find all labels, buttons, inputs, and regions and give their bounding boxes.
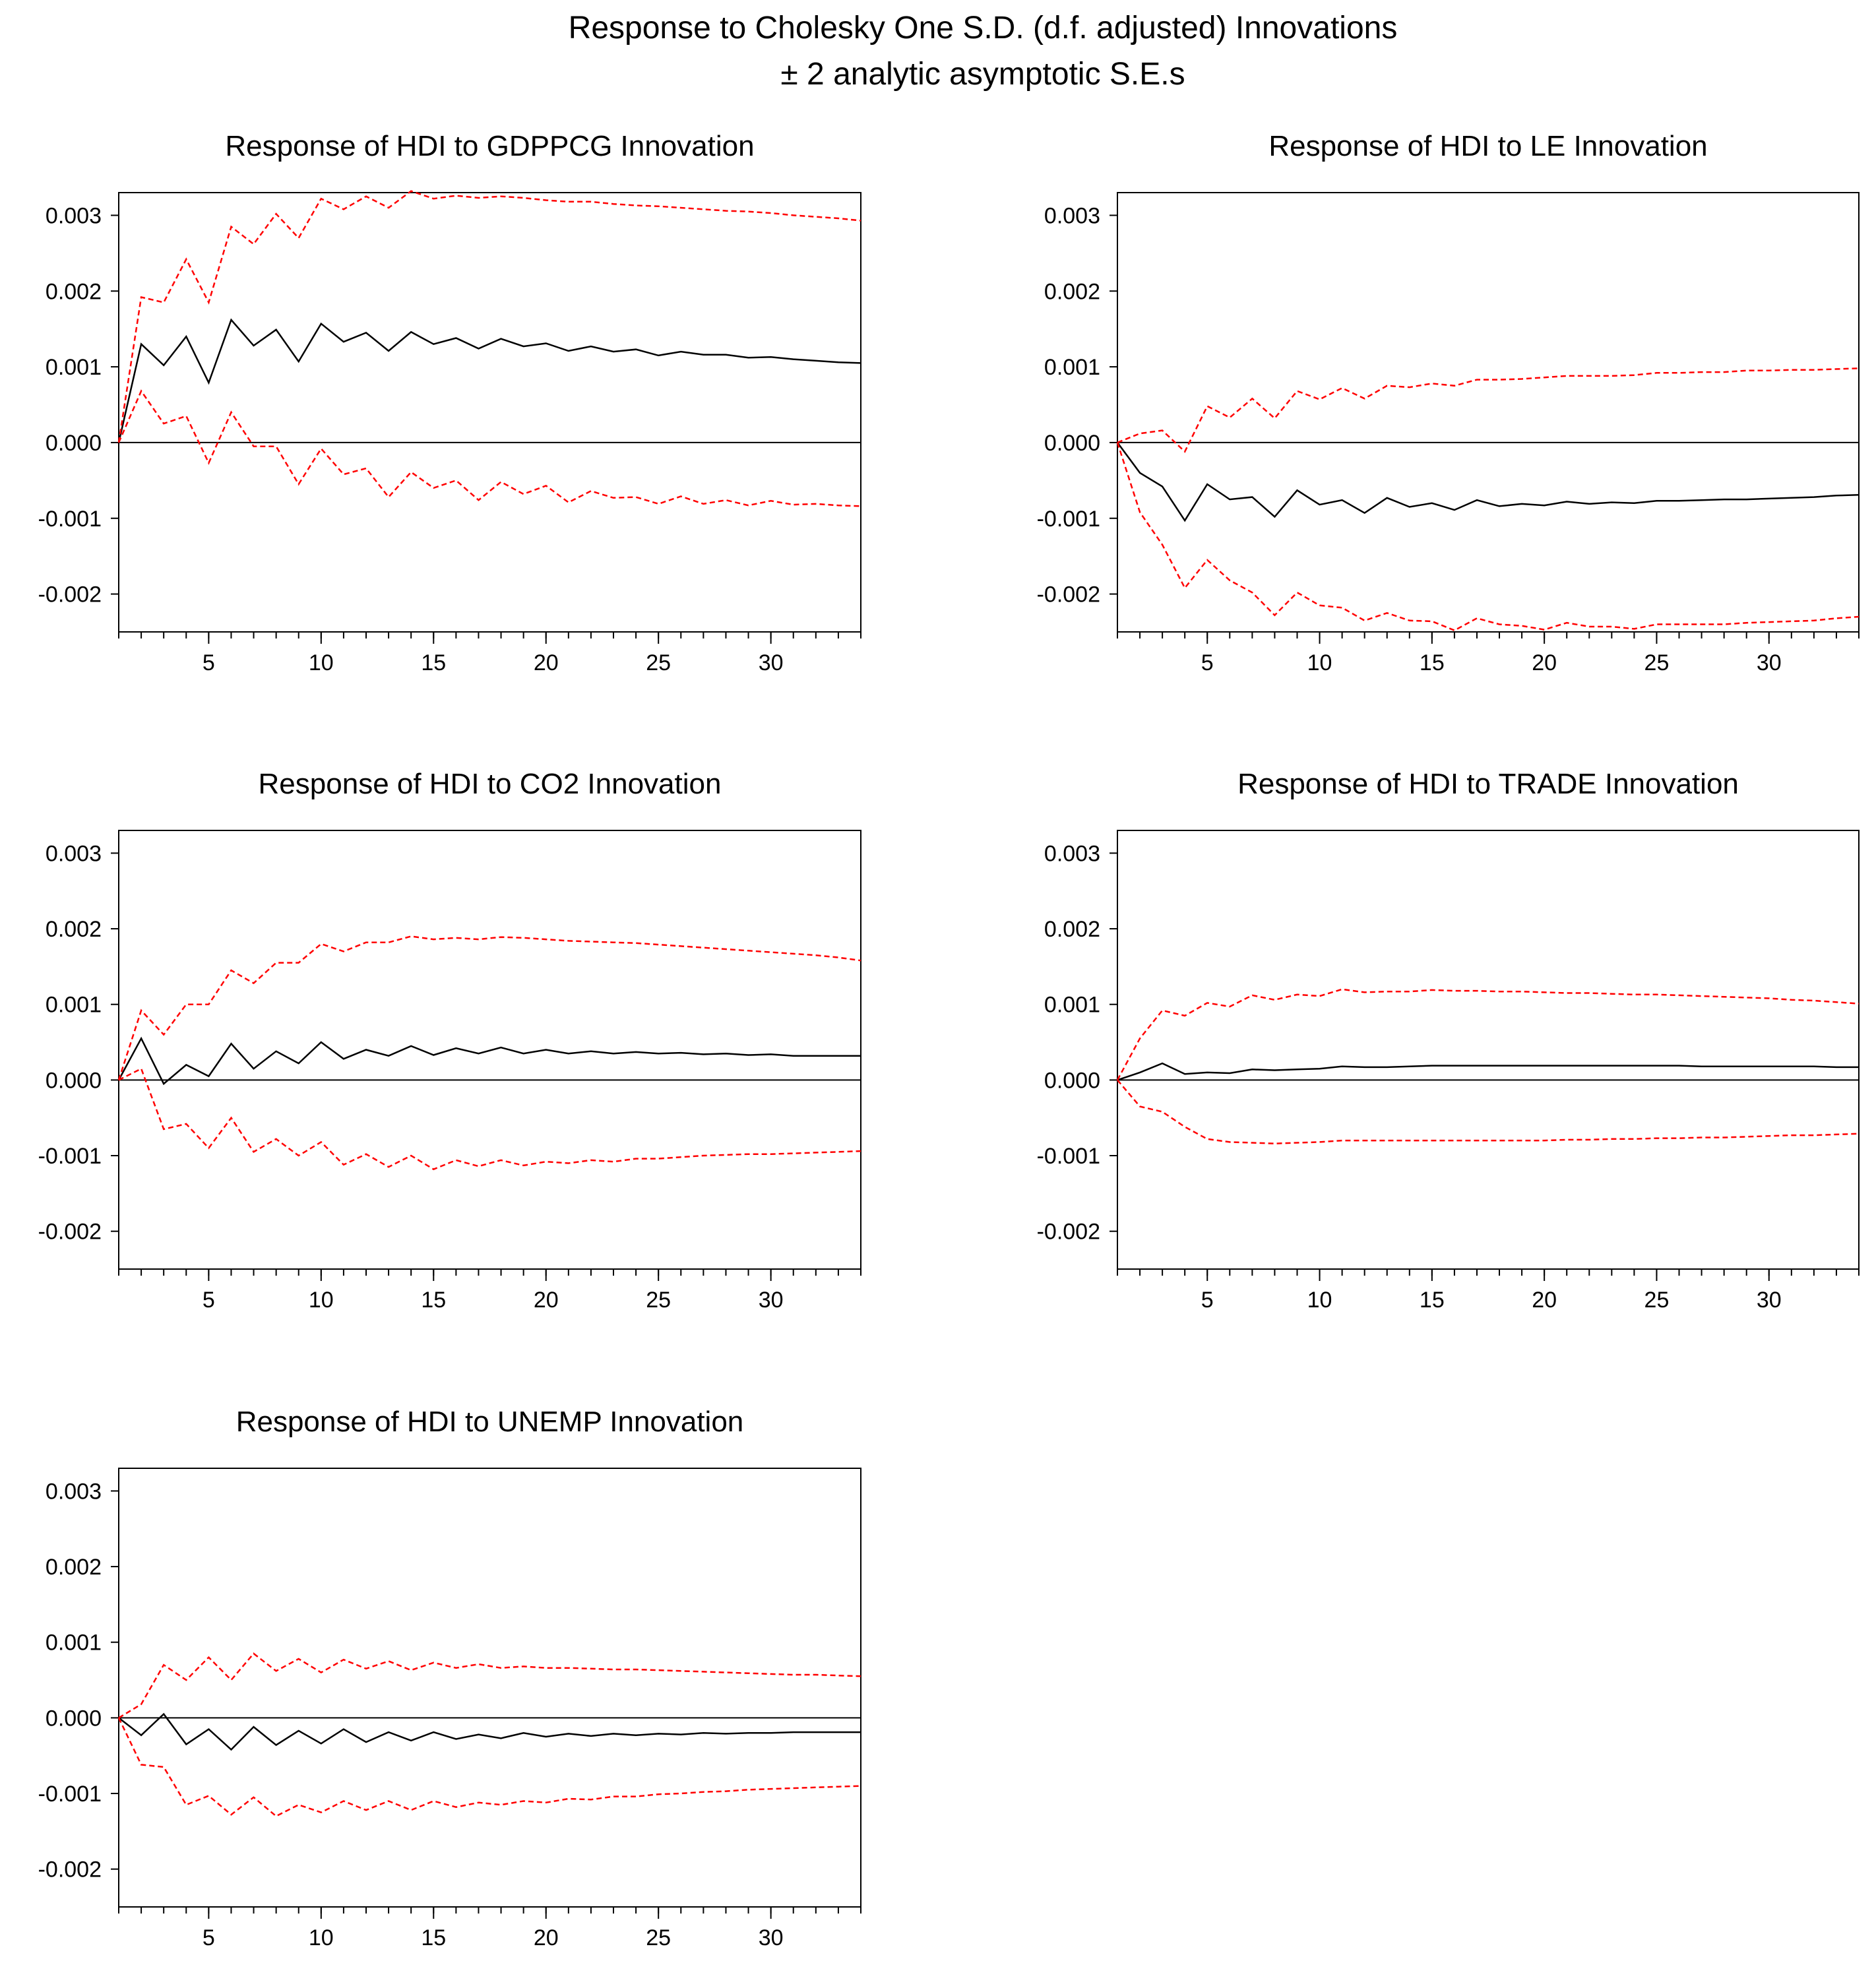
y-tick-label: 0.003	[1044, 841, 1100, 866]
panel-unemp: Response of HDI to UNEMP Innovation 0.003…	[38, 1406, 861, 1950]
y-tick-label: 0.003	[46, 841, 102, 866]
y-tick-label: -0.002	[38, 582, 102, 607]
x-tick-label: 20	[534, 650, 559, 675]
x-tick-label: 25	[646, 1925, 671, 1950]
panel-co2: Response of HDI to CO2 Innovation 0.003 0.…	[38, 768, 861, 1313]
series-line-upper-band	[117, 190, 861, 443]
y-tick-label: 0.000	[1044, 1068, 1100, 1093]
y-tick-label: -0.001	[38, 507, 102, 532]
x-tick-label: 30	[759, 1288, 784, 1313]
x-tick-label: 5	[203, 1288, 215, 1313]
series-line-lower-band	[118, 1067, 861, 1171]
y-tick-label: 0.002	[46, 1555, 102, 1580]
series-line-upper-band	[118, 1652, 861, 1719]
y-tick-label: 0.003	[46, 203, 102, 228]
series-line-response	[117, 318, 861, 443]
panel-gdppcg: Response of HDI to GDPPCG Innovation 0.00…	[38, 130, 861, 675]
series-line-response	[1116, 442, 1860, 522]
plot-frame	[1117, 192, 1860, 633]
x-tick-label: 20	[534, 1288, 559, 1313]
y-tick-label: -0.002	[38, 1857, 102, 1883]
x-tick-label: 30	[759, 650, 784, 675]
y-tick-label: -0.002	[1037, 1220, 1100, 1245]
series-line-lower-band	[117, 1717, 861, 1817]
x-tick-label: 5	[1201, 1288, 1214, 1313]
x-tick-label: 30	[759, 1925, 784, 1950]
x-tick-label: 15	[421, 650, 446, 675]
panel-title: Response of HDI to GDPPCG Innovation	[225, 130, 754, 162]
y-tick-label: 0.003	[46, 1479, 102, 1504]
y-tick-label: 0.003	[1044, 203, 1100, 228]
x-tick-label: 5	[203, 650, 215, 675]
y-tick-label: 0.001	[1044, 355, 1100, 380]
panel-le: Response of HDI to LE Innovation 0.003 0.0…	[1037, 130, 1860, 675]
x-tick-label: 25	[1644, 1288, 1670, 1313]
series-line-upper-band	[1117, 367, 1860, 453]
x-tick-label: 25	[646, 1288, 671, 1313]
y-tick-label: -0.001	[38, 1782, 102, 1807]
series-line-lower-band	[117, 389, 861, 507]
x-tick-label: 10	[1307, 1288, 1332, 1313]
y-tick-label: -0.002	[38, 1220, 102, 1245]
y-tick-label: 0.001	[46, 1631, 102, 1656]
y-tick-label: -0.001	[1037, 1144, 1100, 1169]
y-tick-label: 0.001	[46, 355, 102, 380]
x-tick-label: 10	[309, 1925, 334, 1950]
y-tick-label: -0.002	[1037, 582, 1100, 607]
panel-title: Response of HDI to UNEMP Innovation	[236, 1406, 744, 1438]
x-tick-label: 15	[421, 1925, 446, 1950]
series-line-response	[1117, 1062, 1859, 1081]
x-tick-label: 10	[1307, 650, 1332, 675]
x-tick-label: 20	[1532, 650, 1557, 675]
plot-frame	[118, 192, 861, 633]
series-line-response	[118, 1712, 861, 1751]
y-tick-label: 0.000	[46, 1068, 102, 1093]
x-tick-label: 5	[1201, 650, 1214, 675]
y-tick-label: 0.000	[46, 1706, 102, 1731]
panel-title: Response of HDI to LE Innovation	[1268, 130, 1707, 162]
y-tick-label: 0.001	[1044, 993, 1100, 1018]
x-tick-label: 15	[1420, 650, 1445, 675]
plot-frame	[118, 1468, 861, 1908]
panel-title: Response of HDI to CO2 Innovation	[259, 768, 722, 800]
x-tick-label: 30	[1757, 650, 1782, 675]
x-tick-label: 20	[1532, 1288, 1557, 1313]
series-line-lower-band	[1117, 1079, 1860, 1144]
x-tick-label: 15	[421, 1288, 446, 1313]
y-tick-label: 0.001	[46, 993, 102, 1018]
series-line-lower-band	[1116, 442, 1860, 632]
figure-title: Response to Cholesky One S.D. (d.f. adju…	[569, 11, 1398, 46]
y-tick-label: -0.001	[1037, 507, 1100, 532]
figure-subtitle: ± 2 analytic asymptotic S.E.s	[780, 57, 1185, 92]
x-tick-label: 25	[646, 650, 671, 675]
panel-title: Response of HDI to TRADE Innovation	[1237, 768, 1739, 800]
y-tick-label: 0.000	[46, 431, 102, 456]
series-line-upper-band	[117, 935, 861, 1080]
y-tick-label: -0.001	[38, 1144, 102, 1169]
panel-trade: Response of HDI to TRADE Innovation 0.003…	[1037, 768, 1860, 1313]
x-tick-label: 20	[534, 1925, 559, 1950]
series-line-response	[117, 1036, 861, 1086]
y-tick-label: 0.002	[46, 279, 102, 304]
x-tick-label: 15	[1420, 1288, 1445, 1313]
x-tick-label: 25	[1644, 650, 1670, 675]
y-tick-label: 0.002	[1044, 917, 1100, 942]
y-tick-label: 0.002	[1044, 279, 1100, 304]
plot-frame	[1117, 830, 1860, 1270]
x-tick-label: 5	[203, 1925, 215, 1950]
y-tick-label: 0.002	[46, 917, 102, 942]
plot-frame	[118, 830, 861, 1270]
y-tick-label: 0.000	[1044, 431, 1100, 456]
x-tick-label: 30	[1757, 1288, 1782, 1313]
x-tick-label: 10	[309, 650, 334, 675]
series-line-upper-band	[1116, 988, 1860, 1080]
x-tick-label: 10	[309, 1288, 334, 1313]
